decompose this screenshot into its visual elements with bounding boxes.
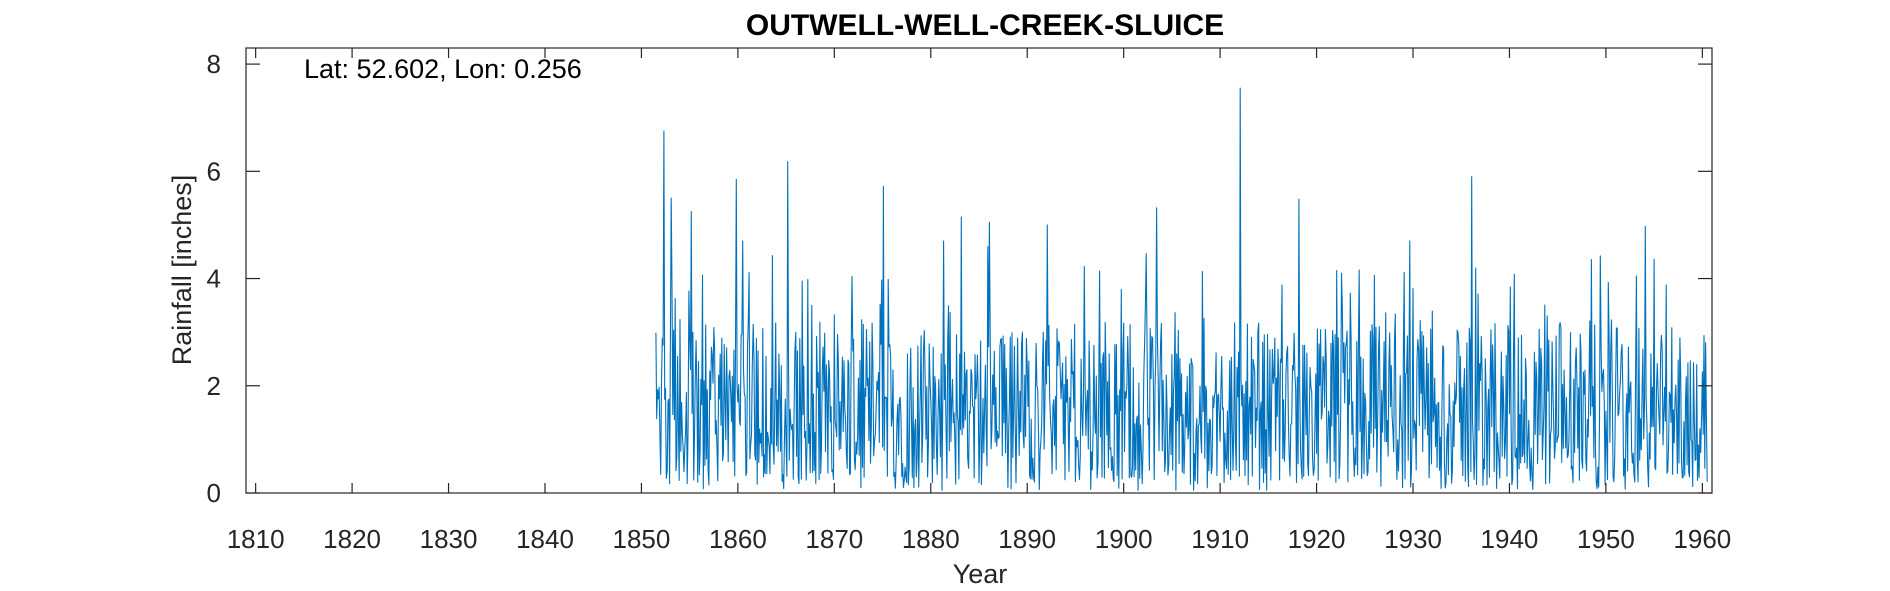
plot-frame (245, 47, 1713, 494)
x-axis: 1810 1820 1830 1840 1850 1860 1870 1880 1890 1900… (227, 48, 1731, 554)
x-tick-label: 1870 (805, 524, 863, 554)
y-tick-label: 4 (207, 264, 221, 294)
x-tick-label: 1950 (1577, 524, 1635, 554)
x-tick-label: 1840 (516, 524, 574, 554)
x-tick-label: 1810 (227, 524, 285, 554)
x-tick-label: 1930 (1384, 524, 1442, 554)
x-tick-label: 1900 (1095, 524, 1153, 554)
chart-title: OUTWELL-WELL-CREEK-SLUICE (746, 9, 1224, 42)
x-tick-label: 1910 (1191, 524, 1249, 554)
y-axis-label: Rainfall [inches] (167, 175, 197, 366)
y-axis: 0 2 4 6 8 (207, 49, 1712, 508)
x-tick-label: 1940 (1481, 524, 1539, 554)
location-annotation: Lat: 52.602, Lon: 0.256 (304, 54, 582, 84)
x-tick-label: 1920 (1288, 524, 1346, 554)
x-tick-label: 1860 (709, 524, 767, 554)
x-tick-label: 1850 (613, 524, 671, 554)
y-tick-label: 6 (207, 156, 221, 186)
x-tick-label: 1830 (420, 524, 478, 554)
y-tick-label: 0 (207, 478, 221, 508)
y-tick-label: 8 (207, 49, 221, 79)
x-tick-label: 1820 (323, 524, 381, 554)
x-tick-label: 1880 (902, 524, 960, 554)
series-layer (655, 87, 1708, 491)
x-axis-label: Year (953, 559, 1008, 589)
x-tick-label: 1890 (998, 524, 1056, 554)
y-tick-label: 2 (207, 371, 221, 401)
x-tick-label: 1960 (1673, 524, 1731, 554)
rainfall-series-line (655, 87, 1708, 491)
